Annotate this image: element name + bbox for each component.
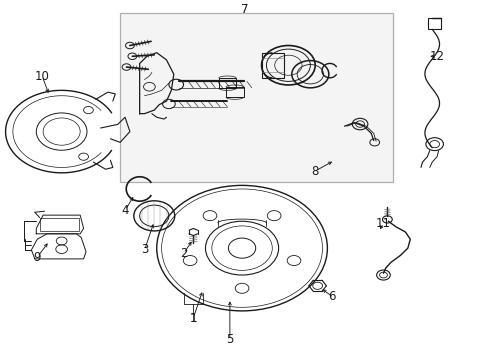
- Text: 7: 7: [240, 3, 248, 16]
- Bar: [40, 218, 79, 231]
- Text: 10: 10: [35, 69, 49, 82]
- Text: 5: 5: [226, 333, 233, 346]
- Bar: [427, 18, 440, 30]
- Text: 2: 2: [180, 247, 187, 260]
- Bar: [218, 78, 236, 88]
- Text: 9: 9: [34, 251, 41, 264]
- Text: 3: 3: [141, 243, 148, 256]
- Text: 8: 8: [311, 165, 318, 177]
- Text: 6: 6: [328, 290, 335, 303]
- Text: 4: 4: [121, 204, 128, 217]
- Bar: [261, 53, 283, 78]
- Text: 11: 11: [375, 216, 390, 230]
- Bar: [225, 87, 243, 97]
- Text: 1: 1: [189, 311, 197, 325]
- Text: 12: 12: [429, 50, 444, 63]
- Bar: [120, 13, 392, 182]
- Text: 1: 1: [189, 311, 197, 325]
